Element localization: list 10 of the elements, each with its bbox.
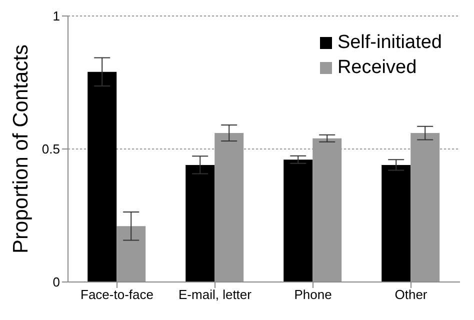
legend-label: Self-initiated [337,31,442,55]
y-tick-label: 0 [52,274,60,290]
y-tick-label: 0.5 [42,142,60,157]
x-tick-label: Phone [294,287,332,302]
x-tick-label: Face-to-face [80,287,154,302]
x-tick-label: Other [394,287,428,302]
y-tick-label: 1 [52,8,60,24]
x-tick-label: E-mail, letter [178,287,252,302]
legend-label: Received [337,56,417,80]
y-axis-title: Proportion of Contacts [9,44,32,254]
